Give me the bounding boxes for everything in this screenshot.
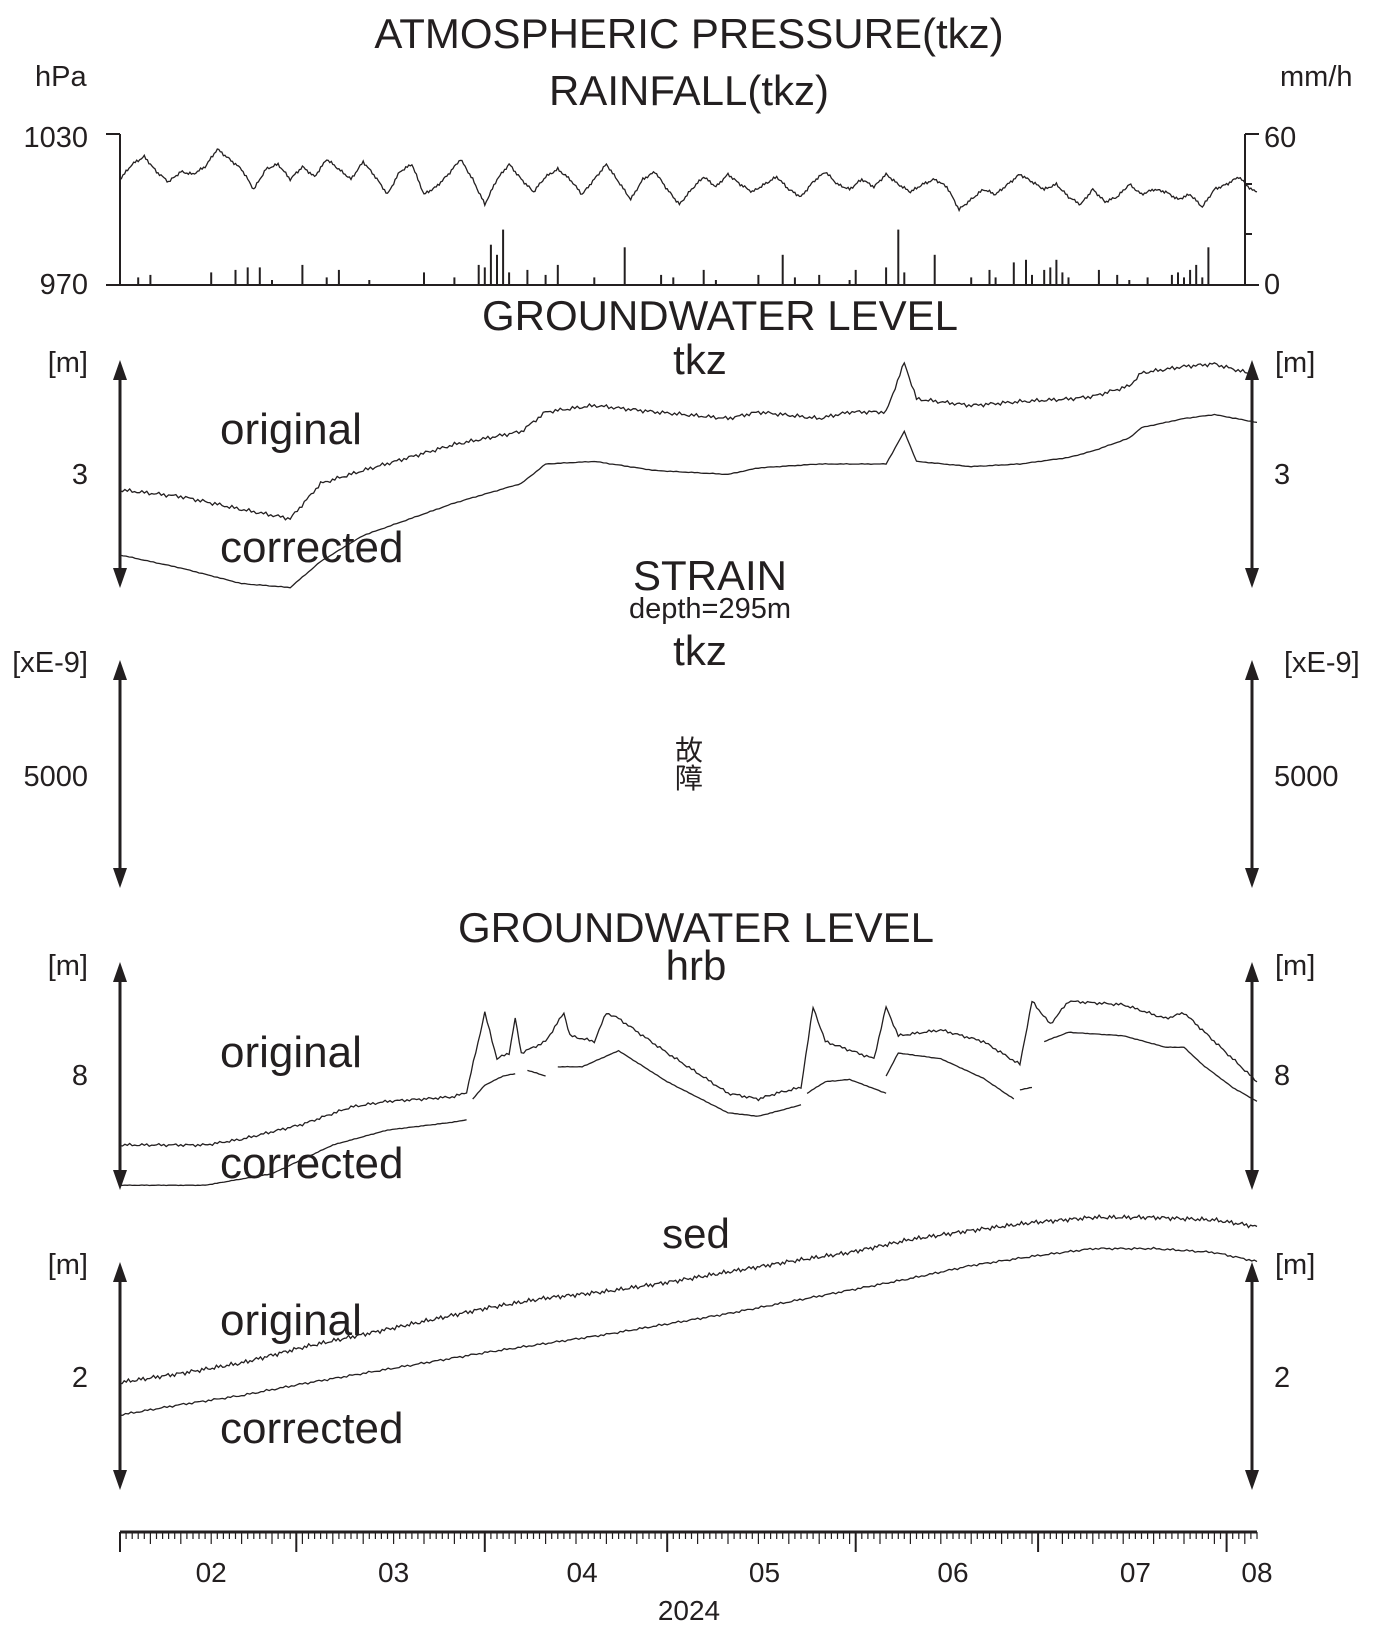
- gwl-tkz-station: tkz: [673, 336, 727, 383]
- gwl-tkz-original-line: [119, 361, 1258, 521]
- gwl-hrb-left-arrow-up-icon: [113, 962, 127, 982]
- month-label: 03: [378, 1557, 409, 1588]
- strain-station: tkz: [673, 627, 727, 674]
- gwl-tkz-corrected-line: [119, 413, 1258, 589]
- month-label: 04: [567, 1557, 598, 1588]
- strain-depth: depth=295m: [629, 593, 791, 625]
- rainfall-title: RAINFALL(tkz): [549, 67, 829, 114]
- gwl-tkz-unit-right: [m]: [1275, 347, 1315, 379]
- gwl-sed-original-label: original: [220, 1296, 362, 1345]
- gwl-sed-left-arrow-down-icon: [113, 1470, 127, 1490]
- pressure-rainfall-panel: ATMOSPHERIC PRESSURE(tkz) RAINFALL(tkz) …: [23, 10, 1352, 301]
- pressure-tick-min: 970: [40, 269, 88, 301]
- month-label: 02: [196, 1557, 227, 1588]
- month-label: 08: [1241, 1557, 1272, 1588]
- gwl-hrb-original-label: original: [220, 1028, 362, 1077]
- gwl-sed-right-arrow-down-icon: [1245, 1470, 1259, 1490]
- gwl-tkz-original-label: original: [220, 405, 362, 454]
- gwl-tkz-right-arrow-down-icon: [1245, 568, 1259, 588]
- gwl-sed-corrected-label: corrected: [220, 1404, 403, 1453]
- strain-unit-left: [xE-9]: [12, 647, 88, 679]
- month-label: 06: [937, 1557, 968, 1588]
- gwl-tkz-title: GROUNDWATER LEVEL: [482, 292, 958, 339]
- gwl-sed-corrected-line: [119, 1246, 1258, 1417]
- groundwater-sed-panel: sed [m] [m] 2 2 original corrected: [48, 1210, 1316, 1453]
- rainfall-tick-max: 60: [1264, 122, 1296, 154]
- gwl-hrb-unit-left: [m]: [48, 950, 88, 982]
- gwl-hrb-corrected-label: corrected: [220, 1139, 403, 1188]
- rainfall-tick-min: 0: [1264, 269, 1280, 301]
- gwl-tkz-left-arrow-down-icon: [113, 568, 127, 588]
- scale-arrows: [113, 360, 1259, 1490]
- strain-right-arrow-down-icon: [1245, 868, 1259, 888]
- pressure-series-line: [119, 148, 1258, 213]
- strain-left-arrow-down-icon: [113, 868, 127, 888]
- pressure-title: ATMOSPHERIC PRESSURE(tkz): [374, 10, 1003, 57]
- gwl-hrb-tick-left: 8: [72, 1060, 88, 1092]
- groundwater-tkz-panel: GROUNDWATER LEVEL tkz [m] [m] 3 3 origin…: [48, 292, 1315, 589]
- gwl-sed-tick-right: 2: [1274, 1362, 1290, 1394]
- pressure-tick-max: 1030: [23, 122, 88, 154]
- gwl-tkz-unit-left: [m]: [48, 347, 88, 379]
- gwl-sed-tick-left: 2: [72, 1362, 88, 1394]
- day-ticks: [119, 1532, 1258, 1552]
- rainfall-right-axis: [1244, 133, 1259, 286]
- strain-right-arrow-up-icon: [1245, 660, 1259, 680]
- gwl-tkz-tick-left: 3: [72, 459, 88, 491]
- gwl-sed-unit-left: [m]: [48, 1249, 88, 1281]
- strain-tick-right: 5000: [1274, 761, 1339, 793]
- strain-unit-right: [xE-9]: [1284, 647, 1360, 679]
- month-label: 07: [1120, 1557, 1151, 1588]
- gwl-tkz-left-arrow-up-icon: [113, 360, 127, 380]
- gwl-hrb-original-line: [119, 1000, 1258, 1148]
- strain-panel: STRAIN depth=295m tkz [xE-9] [xE-9] 5000…: [12, 552, 1360, 795]
- time-axis: 02 03 04 05 06 07 08 2024: [119, 1530, 1273, 1626]
- gwl-hrb-corrected-line: [120, 1031, 1258, 1187]
- year-label: 2024: [658, 1595, 720, 1626]
- gwl-tkz-tick-right: 3: [1274, 459, 1290, 491]
- gwl-hrb-title: GROUNDWATER LEVEL: [458, 904, 934, 951]
- gwl-hrb-left-arrow-down-icon: [113, 1170, 127, 1190]
- gwl-hrb-unit-right: [m]: [1275, 950, 1315, 982]
- rainfall-unit: mm/h: [1280, 61, 1353, 93]
- month-label: 05: [749, 1557, 780, 1588]
- gwl-sed-original-line: [119, 1213, 1258, 1385]
- strain-fault-note: 故障: [675, 734, 703, 795]
- strain-title: STRAIN: [633, 552, 787, 599]
- pressure-unit: hPa: [35, 61, 87, 93]
- pressure-left-axis: [106, 133, 121, 286]
- rainfall-bars: [137, 229, 1210, 285]
- gwl-hrb-tick-right: 8: [1274, 1060, 1290, 1092]
- gwl-hrb-station: hrb: [666, 942, 727, 989]
- gwl-sed-unit-right: [m]: [1275, 1249, 1315, 1281]
- strain-tick-left: 5000: [23, 761, 88, 793]
- groundwater-hrb-panel: GROUNDWATER LEVEL hrb [m] [m] 8 8 origin…: [48, 904, 1316, 1188]
- gwl-tkz-right-arrow-up-icon: [1245, 360, 1259, 380]
- gwl-sed-left-arrow-up-icon: [113, 1262, 127, 1282]
- month-labels: 02 03 04 05 06 07 08: [196, 1557, 1273, 1588]
- strain-left-arrow-up-icon: [113, 660, 127, 680]
- gwl-sed-title: sed: [662, 1210, 730, 1257]
- gwl-hrb-right-arrow-up-icon: [1245, 962, 1259, 982]
- gwl-hrb-right-arrow-down-icon: [1245, 1170, 1259, 1190]
- gwl-sed-right-arrow-up-icon: [1245, 1262, 1259, 1282]
